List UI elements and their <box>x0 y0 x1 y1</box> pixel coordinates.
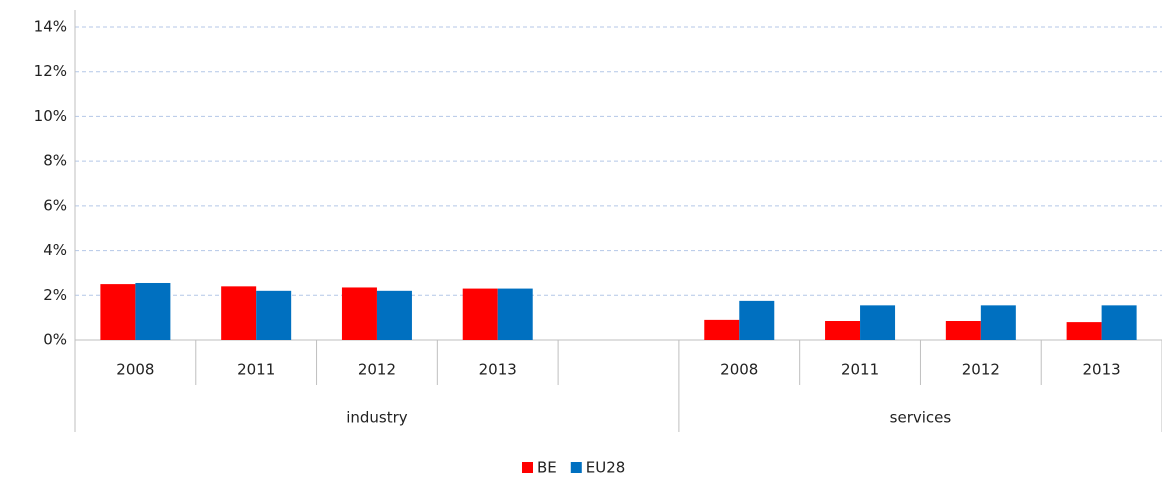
x-tick-label: 2008 <box>720 361 758 379</box>
bar <box>256 290 292 340</box>
y-tick-label: 12% <box>34 62 67 80</box>
y-tick-label: 0% <box>43 331 67 349</box>
legend-label: EU28 <box>586 459 626 477</box>
bar <box>860 305 896 340</box>
x-tick-label: 2012 <box>358 361 396 379</box>
bar <box>100 284 136 340</box>
group-label: services <box>890 409 952 427</box>
x-tick-label: 2013 <box>479 361 517 379</box>
y-tick-label: 8% <box>43 152 67 170</box>
legend-swatch <box>570 462 582 473</box>
x-tick-label: 2011 <box>841 361 879 379</box>
bar <box>221 286 257 340</box>
x-tick-label: 2008 <box>116 361 154 379</box>
legend-swatch <box>522 462 533 473</box>
bar <box>462 288 498 340</box>
y-tick-label: 14% <box>34 18 67 36</box>
x-tick-label: 2011 <box>237 361 275 379</box>
y-tick-label: 6% <box>43 196 67 214</box>
bar <box>1066 322 1102 340</box>
y-tick-label: 4% <box>43 241 67 259</box>
bar <box>1101 305 1137 340</box>
legend-label: BE <box>537 459 557 477</box>
group-label: industry <box>346 409 408 427</box>
bar <box>376 290 412 340</box>
bar <box>825 320 861 340</box>
bar <box>945 320 981 340</box>
x-tick-label: 2013 <box>1083 361 1121 379</box>
y-tick-label: 10% <box>34 107 67 125</box>
x-tick-label: 2012 <box>962 361 1000 379</box>
bar <box>497 288 533 340</box>
bar <box>739 300 775 340</box>
bar <box>341 287 377 340</box>
bar <box>135 282 171 340</box>
bar <box>704 319 740 340</box>
bar <box>980 305 1016 340</box>
y-tick-label: 2% <box>43 286 67 304</box>
